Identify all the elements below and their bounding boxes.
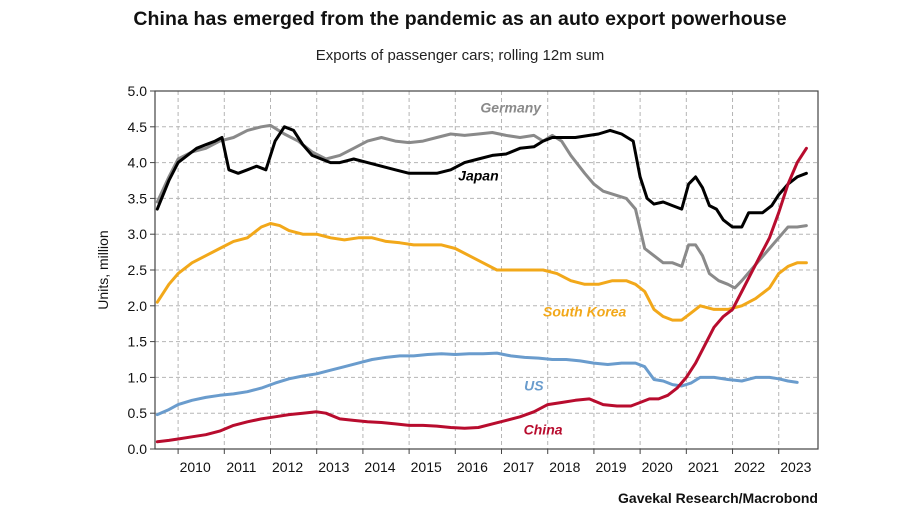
y-axis-label: Units, million [95,230,111,309]
y-tick-label: 2.5 [128,262,148,278]
y-tick-label: 3.5 [128,190,148,206]
x-tick-label: 2015 [411,459,442,475]
source-credit: Gavekal Research/Macrobond [618,490,818,506]
x-tick-label: 2010 [180,459,211,475]
x-tick-label: 2012 [272,459,303,475]
chart-subtitle: Exports of passenger cars; rolling 12m s… [315,47,605,64]
series-label-south-korea: South Korea [543,304,626,320]
x-axis: 2010 2011 2012 2013 2014 2015 2016 2017 2018 2019… [177,449,812,475]
series-label-japan: Japan [458,168,498,184]
x-tick-label: 2018 [549,459,580,475]
y-tick-label: 4.5 [128,119,148,135]
series-line-us [155,351,799,417]
y-tick-label: 0.0 [128,441,148,457]
y-axis: 0.0 0.5 1.0 1.5 2.0 2.5 3.0 3.5 4.0 4.5 5.0 [128,83,155,457]
y-tick-label: 1.5 [128,334,148,350]
x-tick-label: 2013 [318,459,349,475]
series-line-china [155,146,808,444]
series-lines [155,123,808,444]
x-tick-label: 2014 [364,459,395,475]
y-tick-label: 2.0 [128,298,148,314]
x-tick-label: 2020 [642,459,673,475]
series-labels: Germany Japan South Korea US China [458,99,626,437]
series-line-japan [155,125,808,229]
y-tick-label: 0.5 [128,405,148,421]
chart-title: China has emerged from the pandemic as a… [133,8,787,30]
x-tick-label: 2011 [226,459,256,475]
x-tick-label: 2017 [503,459,534,475]
series-label-china: China [524,422,563,438]
series-line-south-korea [155,222,808,322]
series-label-us: US [524,377,544,393]
y-tick-label: 5.0 [128,83,148,99]
gridlines [155,91,818,449]
y-tick-label: 1.0 [128,369,148,385]
y-tick-label: 3.0 [128,226,148,242]
x-tick-label: 2021 [688,459,719,475]
y-tick-label: 4.0 [128,155,148,171]
x-tick-label: 2016 [457,459,488,475]
series-label-germany: Germany [480,99,542,115]
x-tick-label: 2019 [595,459,626,475]
x-tick-label: 2023 [780,459,811,475]
x-tick-label: 2022 [734,459,765,475]
